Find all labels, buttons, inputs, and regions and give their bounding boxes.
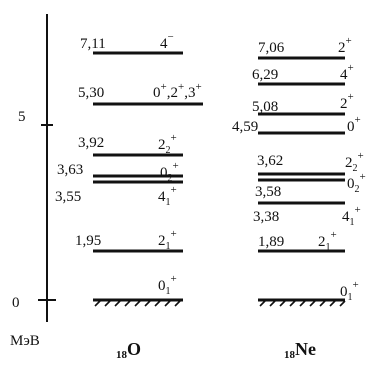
energy-label: 6,29 — [252, 67, 278, 83]
level-o18-0: 01+ — [93, 273, 183, 307]
nucleus-ne18: 01+ 1,89 21+ 3,38 41+ 3,58 02+ — [232, 35, 366, 361]
spin-label: 22+ — [158, 132, 177, 156]
spin-label: 02+ — [347, 171, 366, 195]
level-ne18-5: 4,59 0+ — [232, 114, 361, 135]
energy-label: 3,38 — [253, 209, 279, 225]
spin-label: 2+ — [338, 35, 352, 56]
spin-label: 02+ — [160, 160, 179, 184]
spin-label: 01+ — [340, 279, 359, 303]
level-ne18-1: 1,89 21+ — [258, 229, 345, 253]
nucleus-label-o18: 18O — [116, 339, 141, 361]
energy-axis: 0 5 МэВ — [10, 14, 56, 349]
axis-tick-label-5: 5 — [18, 109, 26, 125]
spin-label: 01+ — [158, 273, 177, 297]
spin-label: 0+,2+,3+ — [153, 81, 202, 101]
level-ne18-0: 01+ — [258, 279, 359, 307]
energy-label: 7,06 — [258, 40, 285, 56]
level-o18-4: 3,92 22+ — [78, 132, 183, 157]
nucleus-o18: 01+ 1,95 21+ 3,55 41+ 3,63 02+ — [55, 31, 203, 361]
level-o18-3: 3,63 02+ — [57, 160, 183, 184]
spin-label: 4+ — [340, 62, 354, 83]
energy-label: 3,92 — [78, 135, 104, 151]
spin-label: 41+ — [158, 184, 177, 208]
ground-hatch — [259, 299, 346, 307]
energy-label: 5,08 — [252, 99, 278, 115]
spin-label: 41+ — [342, 204, 361, 228]
level-ne18-4: 3,62 22+ — [257, 150, 364, 176]
spin-label: 21+ — [158, 228, 177, 252]
spin-label: 4− — [160, 31, 174, 52]
ground-hatch — [94, 299, 182, 307]
energy-label: 7,11 — [80, 36, 106, 52]
level-o18-5: 5,30 0+,2+,3+ — [78, 81, 203, 106]
level-ne18-2: 3,38 41+ — [253, 201, 361, 228]
energy-label: 1,89 — [258, 234, 284, 250]
spin-label: 22+ — [345, 150, 364, 174]
level-ne18-8: 7,06 2+ — [258, 35, 352, 60]
nucleus-label-ne18: 18Ne — [284, 339, 316, 361]
level-o18-6: 7,11 4− — [80, 31, 183, 55]
level-ne18-7: 6,29 4+ — [252, 62, 354, 86]
energy-label: 3,55 — [55, 189, 81, 205]
axis-unit-label: МэВ — [10, 333, 40, 349]
energy-label: 3,63 — [57, 162, 83, 178]
axis-tick-label-0: 0 — [12, 295, 20, 311]
level-ne18-6: 5,08 2+ — [252, 91, 354, 116]
energy-label: 1,95 — [75, 233, 101, 249]
level-o18-2: 3,55 41+ — [55, 180, 183, 208]
energy-label: 4,59 — [232, 119, 258, 135]
energy-label: 5,30 — [78, 85, 104, 101]
spin-label: 21+ — [318, 229, 337, 253]
level-ne18-3: 3,58 02+ — [255, 171, 366, 200]
spin-label: 2+ — [340, 91, 354, 112]
spin-label: 0+ — [347, 114, 361, 135]
energy-label: 3,58 — [255, 184, 281, 200]
energy-label: 3,62 — [257, 153, 283, 169]
level-o18-1: 1,95 21+ — [75, 228, 183, 253]
